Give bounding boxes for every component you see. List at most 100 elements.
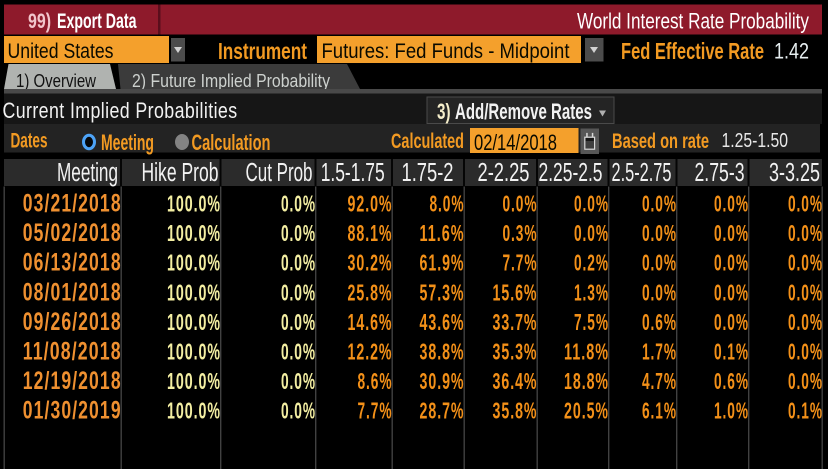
svg-text:100.0%: 100.0% bbox=[167, 398, 221, 424]
svg-text:0.3%: 0.3% bbox=[503, 220, 538, 246]
svg-text:100.0%: 100.0% bbox=[167, 250, 221, 276]
svg-text:43.6%: 43.6% bbox=[420, 309, 465, 335]
svg-text:0.0%: 0.0% bbox=[281, 339, 316, 365]
svg-text:0.0%: 0.0% bbox=[714, 220, 749, 246]
svg-text:1.0%: 1.0% bbox=[714, 398, 749, 424]
svg-text:0.0%: 0.0% bbox=[714, 279, 749, 305]
svg-text:0.0%: 0.0% bbox=[714, 309, 749, 335]
svg-text:15.6%: 15.6% bbox=[493, 279, 538, 305]
svg-text:03/21/2018: 03/21/2018 bbox=[23, 190, 122, 218]
svg-text:0.0%: 0.0% bbox=[714, 191, 749, 217]
svg-text:1.25-1.50: 1.25-1.50 bbox=[722, 130, 789, 152]
svg-text:Cut Prob: Cut Prob bbox=[246, 159, 313, 187]
svg-text:0.0%: 0.0% bbox=[281, 191, 316, 217]
svg-text:United States: United States bbox=[8, 40, 114, 63]
svg-text:0.0%: 0.0% bbox=[788, 220, 823, 246]
svg-text:7.7%: 7.7% bbox=[358, 398, 393, 424]
svg-text:1.5-1.75: 1.5-1.75 bbox=[321, 159, 385, 187]
svg-text:Meeting: Meeting bbox=[101, 130, 154, 155]
svg-text:4.7%: 4.7% bbox=[642, 368, 677, 394]
svg-text:0.0%: 0.0% bbox=[503, 191, 538, 217]
svg-text:57.3%: 57.3% bbox=[420, 279, 465, 305]
svg-text:1) Overview: 1) Overview bbox=[16, 71, 97, 91]
svg-text:0.0%: 0.0% bbox=[714, 250, 749, 276]
svg-text:2.5-2.75: 2.5-2.75 bbox=[612, 159, 672, 187]
svg-text:99): 99) bbox=[28, 9, 51, 33]
svg-text:Instrument: Instrument bbox=[218, 38, 307, 64]
svg-text:Futures: Fed Funds - Midpoint: Futures: Fed Funds - Midpoint bbox=[322, 40, 570, 63]
svg-text:12.2%: 12.2% bbox=[348, 339, 393, 365]
svg-text:88.1%: 88.1% bbox=[348, 220, 393, 246]
svg-text:1.3%: 1.3% bbox=[574, 279, 609, 305]
svg-text:06/13/2018: 06/13/2018 bbox=[23, 249, 122, 277]
svg-text:61.9%: 61.9% bbox=[420, 250, 465, 276]
svg-text:0.0%: 0.0% bbox=[788, 309, 823, 335]
svg-text:0.0%: 0.0% bbox=[788, 368, 823, 394]
svg-text:1.75-2: 1.75-2 bbox=[402, 159, 454, 187]
svg-text:100.0%: 100.0% bbox=[167, 339, 221, 365]
svg-text:0.0%: 0.0% bbox=[642, 250, 677, 276]
svg-text:0.6%: 0.6% bbox=[642, 309, 677, 335]
svg-text:0.0%: 0.0% bbox=[574, 220, 609, 246]
svg-text:Current Implied Probabilities: Current Implied Probabilities bbox=[3, 98, 238, 123]
svg-text:0.0%: 0.0% bbox=[788, 250, 823, 276]
svg-text:0.1%: 0.1% bbox=[714, 339, 749, 365]
svg-text:0.0%: 0.0% bbox=[281, 309, 316, 335]
svg-text:0.0%: 0.0% bbox=[574, 191, 609, 217]
svg-text:35.3%: 35.3% bbox=[493, 339, 538, 365]
svg-text:20.5%: 20.5% bbox=[564, 398, 609, 424]
svg-text:1.7%: 1.7% bbox=[642, 339, 677, 365]
svg-text:0.6%: 0.6% bbox=[714, 368, 749, 394]
svg-text:0.0%: 0.0% bbox=[281, 250, 316, 276]
svg-text:11/08/2018: 11/08/2018 bbox=[23, 338, 122, 366]
svg-text:01/30/2019: 01/30/2019 bbox=[23, 397, 122, 425]
svg-text:0.0%: 0.0% bbox=[281, 220, 316, 246]
svg-text:2.25-2.5: 2.25-2.5 bbox=[539, 159, 603, 187]
svg-text:0.1%: 0.1% bbox=[788, 398, 823, 424]
svg-text:38.8%: 38.8% bbox=[420, 339, 465, 365]
svg-text:100.0%: 100.0% bbox=[167, 309, 221, 335]
svg-text:Hike Prob: Hike Prob bbox=[142, 159, 219, 187]
svg-text:33.7%: 33.7% bbox=[493, 309, 538, 335]
svg-text:Based on rate: Based on rate bbox=[612, 130, 709, 153]
svg-text:0.0%: 0.0% bbox=[281, 279, 316, 305]
svg-text:6.1%: 6.1% bbox=[642, 398, 677, 424]
svg-text:28.7%: 28.7% bbox=[420, 398, 465, 424]
svg-text:0.0%: 0.0% bbox=[788, 279, 823, 305]
svg-text:02/14/2018: 02/14/2018 bbox=[474, 130, 557, 155]
svg-text:0.0%: 0.0% bbox=[281, 368, 316, 394]
svg-text:0.0%: 0.0% bbox=[642, 220, 677, 246]
svg-text:Calculation: Calculation bbox=[192, 130, 271, 155]
svg-text:18.8%: 18.8% bbox=[564, 368, 609, 394]
svg-text:09/26/2018: 09/26/2018 bbox=[23, 308, 122, 336]
svg-text:3-3.25: 3-3.25 bbox=[769, 159, 820, 187]
svg-text:100.0%: 100.0% bbox=[167, 368, 221, 394]
svg-text:25.8%: 25.8% bbox=[348, 279, 393, 305]
svg-text:Meeting: Meeting bbox=[57, 159, 118, 187]
svg-text:2-2.25: 2-2.25 bbox=[478, 159, 530, 187]
svg-text:0.0%: 0.0% bbox=[788, 339, 823, 365]
svg-text:11.6%: 11.6% bbox=[420, 220, 465, 246]
svg-text:World Interest Rate Probabilit: World Interest Rate Probability bbox=[577, 9, 809, 34]
svg-text:0.0%: 0.0% bbox=[642, 279, 677, 305]
svg-text:08/01/2018: 08/01/2018 bbox=[23, 278, 122, 306]
svg-text:Fed Effective Rate: Fed Effective Rate bbox=[621, 38, 764, 64]
svg-text:100.0%: 100.0% bbox=[167, 191, 221, 217]
svg-text:8.6%: 8.6% bbox=[358, 368, 393, 394]
svg-text:14.6%: 14.6% bbox=[348, 309, 393, 335]
svg-text:100.0%: 100.0% bbox=[167, 279, 221, 305]
svg-text:2) Future Implied Probability: 2) Future Implied Probability bbox=[132, 71, 330, 91]
svg-text:30.2%: 30.2% bbox=[348, 250, 393, 276]
svg-text:1.42: 1.42 bbox=[774, 39, 809, 64]
svg-text:0.2%: 0.2% bbox=[574, 250, 609, 276]
svg-text:Export Data: Export Data bbox=[57, 9, 137, 33]
svg-text:Add/Remove Rates: Add/Remove Rates bbox=[455, 99, 592, 124]
svg-text:0.0%: 0.0% bbox=[788, 191, 823, 217]
svg-text:0.0%: 0.0% bbox=[642, 191, 677, 217]
svg-text:7.5%: 7.5% bbox=[574, 309, 609, 335]
svg-text:3): 3) bbox=[437, 99, 451, 124]
svg-text:100.0%: 100.0% bbox=[167, 220, 221, 246]
svg-text:92.0%: 92.0% bbox=[348, 191, 393, 217]
svg-text:11.8%: 11.8% bbox=[564, 339, 609, 365]
svg-text:Calculated: Calculated bbox=[391, 130, 464, 153]
